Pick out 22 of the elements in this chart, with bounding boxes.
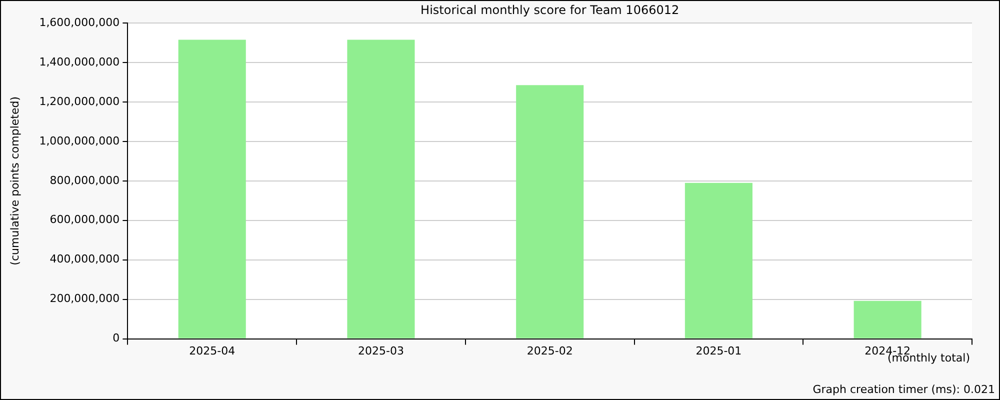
- y-axis-title: (cumulative points completed): [8, 96, 22, 266]
- bar: [854, 300, 922, 338]
- bar: [178, 40, 246, 338]
- bar: [347, 40, 415, 338]
- y-tick-label: 200,000,000: [50, 292, 120, 306]
- y-tick-label: 1,400,000,000: [39, 55, 120, 68]
- bar: [684, 182, 752, 338]
- y-tick-label: 1,000,000,000: [39, 134, 120, 148]
- y-tick-label: 1,600,000,000: [39, 16, 120, 29]
- text: Graph creation timer (ms): 0.021: [812, 383, 995, 396]
- x-tick-label: 2025-02: [526, 344, 573, 358]
- y-tick-label: 800,000,000: [50, 174, 120, 187]
- x-tick-label: 2025-01: [696, 344, 742, 358]
- bar: [516, 85, 584, 338]
- x-tick-label: 2025-03: [358, 344, 404, 358]
- y-tick-label: 1,200,000,000: [39, 94, 120, 108]
- y-tick-label: 400,000,000: [50, 252, 120, 266]
- x-tick-label: 2025-04: [189, 344, 236, 358]
- y-tick-label: 0: [112, 332, 120, 345]
- chart-title: Historical monthly score for Team 1066012: [420, 3, 680, 18]
- x-axis-title: (monthly total): [888, 352, 970, 365]
- y-tick-label: 600,000,000: [50, 213, 120, 226]
